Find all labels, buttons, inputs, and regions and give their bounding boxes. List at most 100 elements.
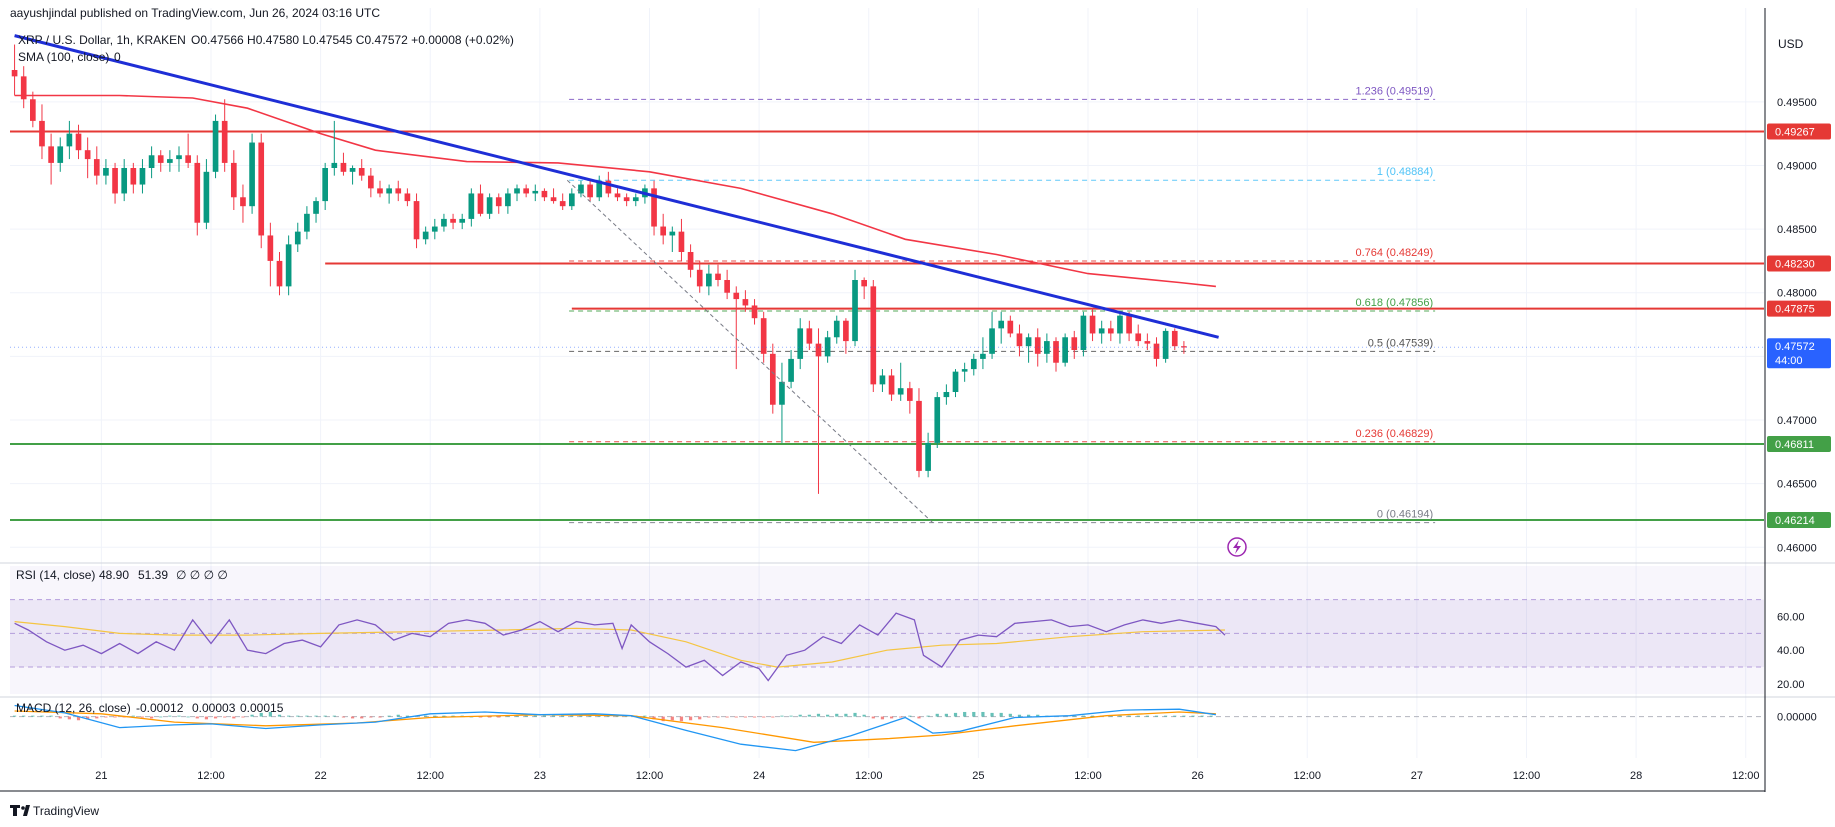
last-price-label: 0.47572 [1775,341,1815,353]
candle-body [1135,333,1142,342]
candle-body [468,193,475,219]
candle-body [486,197,493,214]
price-tick-label: 0.46500 [1777,479,1817,491]
macd-hist-bar [433,715,437,717]
macd-legend[interactable]: MACD (12, 26, close) [16,701,131,715]
macd-hist-bar [296,715,300,717]
macd-hist-bar [935,713,939,717]
candle-body [130,168,137,185]
macd-hist-bar [305,715,309,717]
candle-body [167,159,173,163]
candle-body [779,381,785,405]
macd-hist-bar [707,716,711,718]
macd-hist-bar [570,715,574,717]
macd-hist-bar [95,716,99,719]
time-axis[interactable]: 21 12:00 22 12:00 23 12:00 24 12:00 25 12:00 26 12:… [95,770,1759,782]
symbol-title[interactable]: XRP / U.S. Dollar, 1h, KRAKEN [18,33,186,47]
macd-hist-bar [1072,715,1076,717]
candle-body [852,280,858,342]
macd-hist-bar [40,715,44,717]
fib-retracement[interactable]: 1.236 (0.49519) 1 (0.48884) 0.764 (0.48249… [569,85,1436,524]
level-tag-label: 0.49267 [1775,126,1815,138]
rsi-legend[interactable]: RSI (14, close) [16,568,95,582]
macd-hist-bar [1154,715,1159,717]
macd-hist-bar [752,716,757,718]
macd-hist-bar [1173,715,1177,717]
time-tick-label: 22 [314,770,326,782]
macd-hist-bar [131,715,135,717]
candle-body [358,168,365,176]
candle-body [632,197,639,202]
currency-label[interactable]: USD [1778,37,1804,51]
candle-body [450,218,456,223]
macd-hist-bar [862,714,866,717]
macd-hist-bar [515,715,519,717]
candle-body [760,318,767,354]
macd-hist-bar [771,716,775,718]
candle-body [532,190,539,194]
sma-legend[interactable]: SMA (100, close) [18,50,109,64]
macd-hist-bar [1008,713,1012,717]
candle-body [368,175,374,189]
candle-body [285,244,292,287]
candle-body [30,99,36,121]
macd-hist-bar [67,716,71,720]
candle-body [970,358,977,370]
macd-hist-bar [661,716,665,722]
candle-body [1162,330,1169,359]
time-tick-label: 12:00 [197,770,225,782]
candle-body [961,369,968,372]
macd-legend-value: -0.00012 [136,701,184,715]
candle-body [505,193,511,207]
candle-body [806,328,813,344]
candle-body [93,159,100,176]
macd-hist-bar [551,715,556,717]
lightning-icon[interactable] [1227,537,1247,557]
candle-body [706,273,712,287]
macd-hist-bar [908,715,912,717]
candle-body [788,358,794,382]
macd-hist-bar [49,715,53,717]
macd-hist-bar [104,716,108,718]
macd-hist-bar [926,715,930,717]
macd-hist-bar [880,716,885,720]
level-tag-bg [1767,123,1831,140]
macd-axis: 0.00000 [1777,712,1817,724]
macd-hist-bar [688,716,693,721]
candle-body [1153,343,1160,359]
rsi-line [14,612,1226,682]
candle-body [687,252,694,270]
candle-body [349,168,356,172]
bearish-trend-line[interactable] [14,34,1219,339]
macd-hist-bar [360,716,364,719]
candle-body [185,155,191,163]
tradingview-logo: TradingView [10,804,99,818]
macd-hist-bar [405,715,409,717]
macd-hist-bar [899,716,903,718]
candle-body [1144,341,1151,344]
macd-line [14,704,1216,752]
rsi-axis: 60.00 40.00 20.00 [1777,612,1805,691]
macd-hist-bar [332,715,336,717]
candle-body [1181,346,1187,348]
horizontal-levels [10,130,1764,522]
ohlc-readout: O0.47566 H0.47580 L0.47545 C0.47572 +0.0… [191,33,514,47]
candle-body [139,168,146,185]
candle-body [1053,341,1059,363]
candle-body [267,235,274,261]
candle-body [925,442,931,471]
price-tick-label: 0.48000 [1777,288,1817,300]
macd-hist-bar [396,714,400,717]
macd-hist-bar [807,714,811,717]
tradingview-logo-icon [10,805,20,816]
macd-hist-bar [277,714,282,717]
macd-hist-bar [1027,714,1031,717]
candle-body [194,162,201,223]
candle-body [404,193,411,202]
macd-hist-bar [972,711,976,717]
macd-hist-bar [150,716,154,719]
macd-hist-bar [762,716,766,718]
time-tick-label: 12:00 [855,770,883,782]
level-tag-bg [1767,255,1831,272]
